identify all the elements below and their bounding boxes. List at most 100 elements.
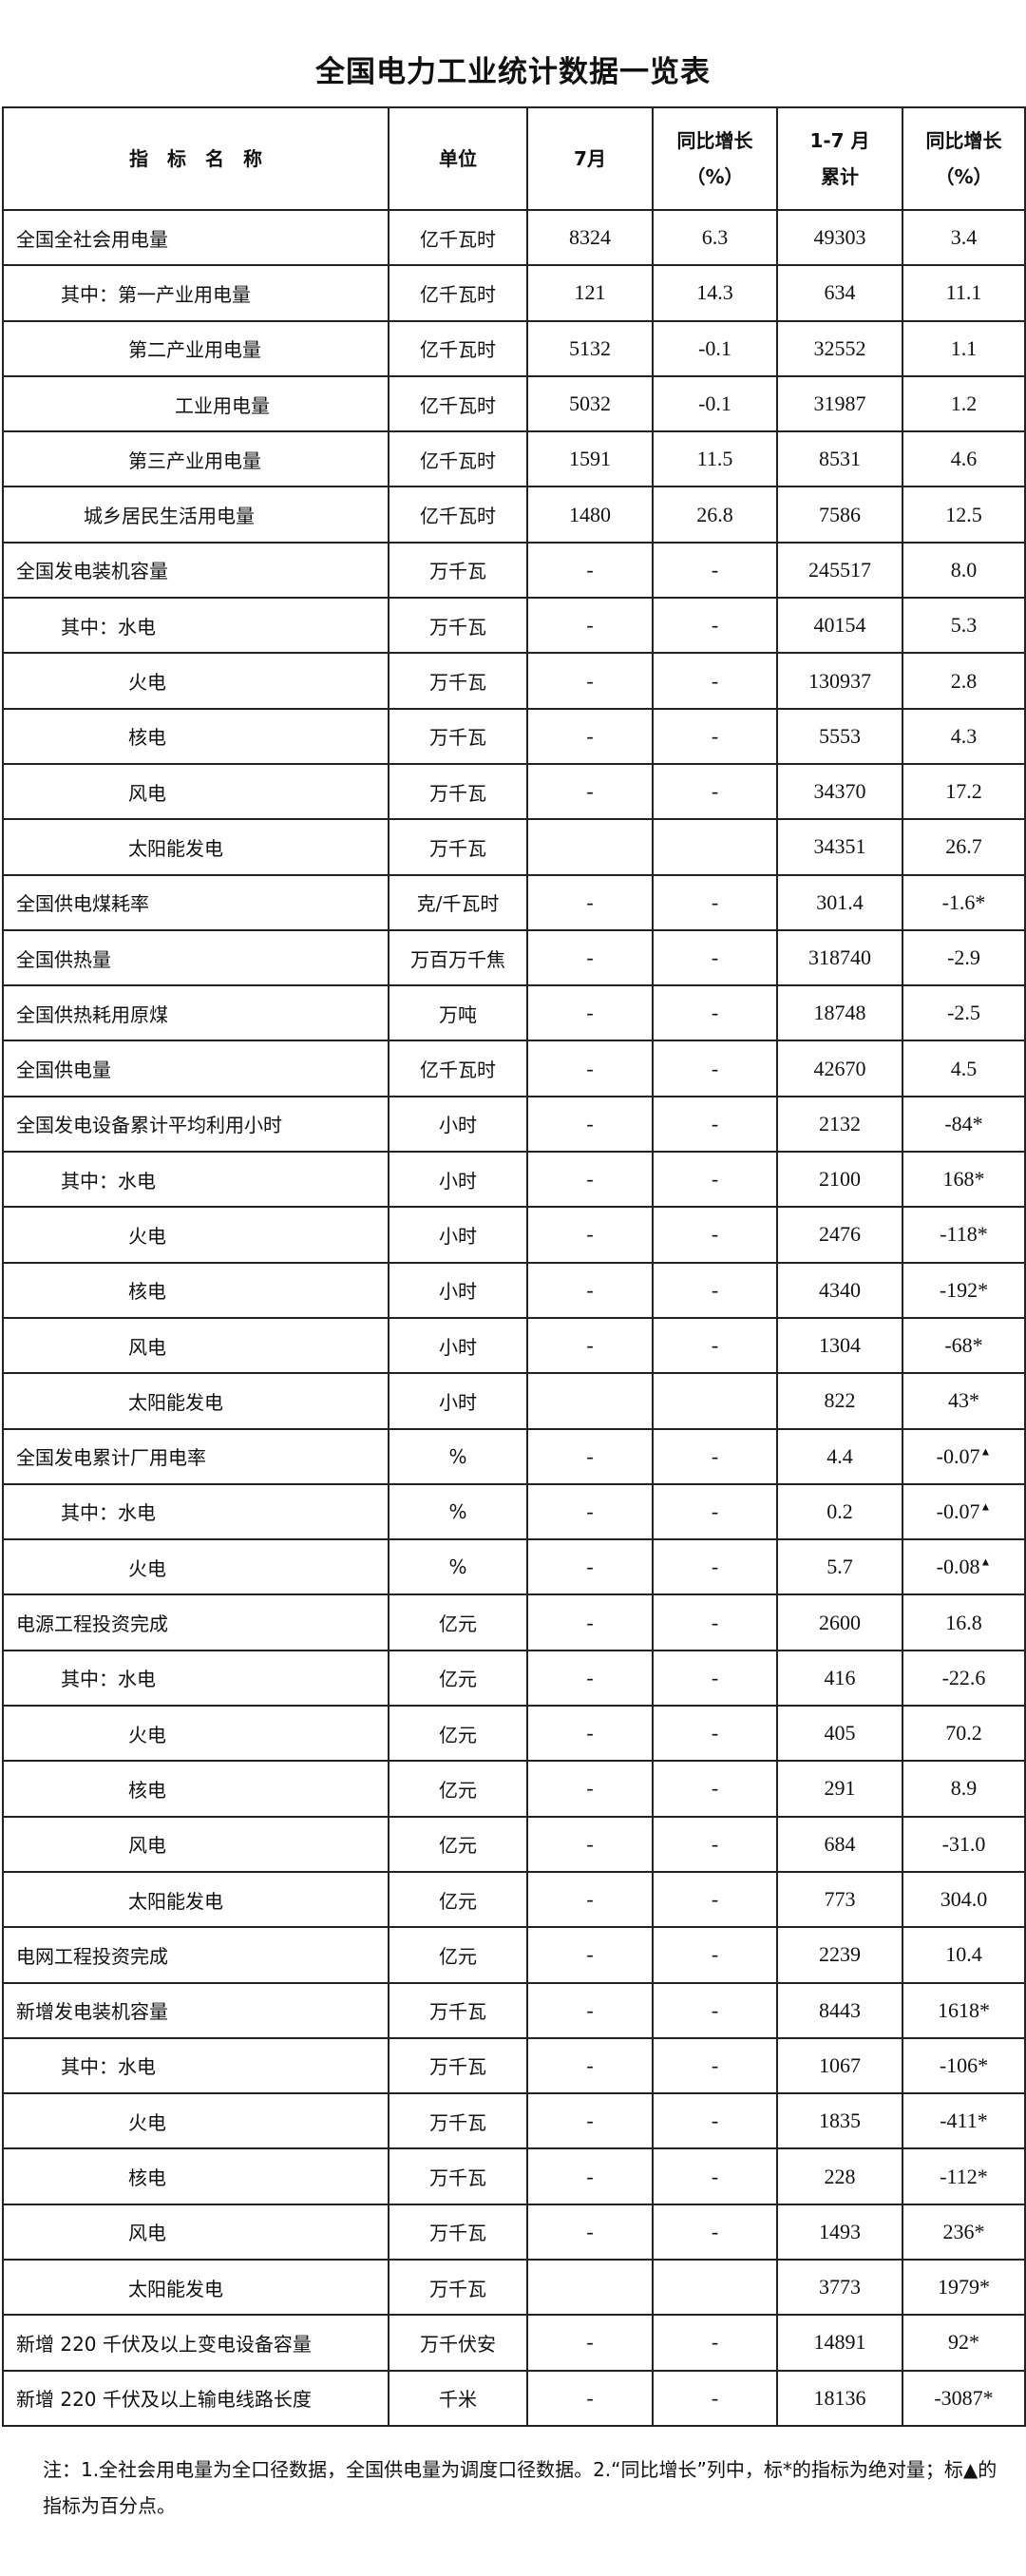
cell-cumulative-yoy: -2.5 <box>902 984 1026 1042</box>
cell-name: 其中：第一产业用电量 <box>2 264 390 322</box>
table-row: 城乡居民生活用电量 亿千瓦时 1480 26.8 7586 12.5 <box>2 486 1026 544</box>
cell-cumulative-yoy: 1.2 <box>902 374 1026 433</box>
table-row: 电网工程投资完成 亿元 - -2239 10.4 <box>2 1926 1026 1984</box>
cell-unit: 克/千瓦时 <box>388 873 528 931</box>
cell-unit: 亿元 <box>388 1870 528 1929</box>
cell-unit: % <box>388 1538 528 1596</box>
table-row: 全国供热量 万百万千焦 - -318740 -2.9 <box>2 928 1026 987</box>
cell-cumulative-yoy: 16.8 <box>902 1593 1026 1651</box>
table-row: 火电 万千瓦 - -1835 -411* <box>2 2092 1026 2150</box>
cell-unit: 万千瓦 <box>388 818 528 876</box>
cell-month-yoy: - <box>652 1040 778 1097</box>
cell-cumulative: 773 <box>776 1870 903 1929</box>
cell-month-yoy: - <box>652 1705 778 1763</box>
table-row: 核电 小时 - -4340 -192* <box>2 1261 1026 1319</box>
cell-month-yoy: - <box>652 2147 778 2205</box>
cell-name: 其中：水电 <box>2 1151 390 1209</box>
cell-cumulative: 8531 <box>776 430 903 488</box>
cell-cumulative-yoy: 1618* <box>902 1981 1026 2039</box>
cell-cumulative: 31987 <box>776 374 903 433</box>
table-row: 其中：水电% - -0.2 -0.07▲ <box>2 1482 1026 1541</box>
table-row: 全国全社会用电量 亿千瓦时 8324 6.3 49303 3.4 <box>2 208 1026 267</box>
cell-month: - <box>526 1593 654 1651</box>
cell-cumulative-yoy: 12.5 <box>902 486 1026 544</box>
cell-month: 1591 <box>526 430 654 488</box>
cell-cumulative: 42670 <box>776 1040 903 1097</box>
table-row: 其中：水电 万千瓦 - -40154 5.3 <box>2 597 1026 655</box>
cell-month: - <box>526 541 654 600</box>
cell-month-yoy: - <box>652 597 778 655</box>
table-header-row: 指 标 名 称 单位 7月 同比增长 （%） 1-7 月累计 同比增长 （%） <box>2 106 1026 211</box>
cell-cumulative: 34351 <box>776 818 903 876</box>
cell-month: - <box>526 928 654 987</box>
cell-month: - <box>526 1095 654 1154</box>
cell-month-yoy: 26.8 <box>652 486 778 544</box>
cell-month-yoy: - <box>652 1649 778 1708</box>
page-title: 全国电力工业统计数据一览表 <box>315 55 711 89</box>
cell-name: 太阳能发电 <box>2 1372 390 1430</box>
cell-cumulative: 5553 <box>776 707 903 765</box>
cell-unit: 亿千瓦时 <box>388 264 528 322</box>
cell-cumulative-yoy: -31.0 <box>902 1815 1026 1873</box>
cell-month: 121 <box>526 264 654 322</box>
header-name: 指 标 名 称 <box>2 106 390 211</box>
cell-name: 其中：水电 <box>2 1482 390 1541</box>
cell-month: - <box>526 2203 654 2261</box>
cell-name: 其中：水电 <box>2 597 390 655</box>
cell-name: 电源工程投资完成 <box>2 1593 390 1651</box>
cell-name: 第二产业用电量 <box>2 319 390 377</box>
cell-month-yoy: - <box>652 873 778 931</box>
cell-cumulative: 416 <box>776 1649 903 1708</box>
table-row: 全国发电装机容量 万千瓦 - -245517 8.0 <box>2 541 1026 600</box>
cell-month: - <box>526 2147 654 2205</box>
cell-unit: % <box>388 1482 528 1541</box>
cell-month: - <box>526 1261 654 1319</box>
cell-cumulative-yoy: -84* <box>902 1095 1026 1154</box>
cell-cumulative-yoy: 4.5 <box>902 1040 1026 1097</box>
cell-cumulative-yoy: 92* <box>902 2314 1026 2372</box>
cell-unit: 千米 <box>388 2369 528 2427</box>
table-row: 核电 万千瓦 - -5553 4.3 <box>2 707 1026 765</box>
cell-name: 全国供电量 <box>2 1040 390 1097</box>
cell-name: 全国发电设备累计平均利用小时 <box>2 1095 390 1154</box>
cell-cumulative-yoy: -68* <box>902 1316 1026 1375</box>
cell-month-yoy: - <box>652 2314 778 2372</box>
cell-cumulative: 822 <box>776 1372 903 1430</box>
cell-unit: 亿元 <box>388 1926 528 1984</box>
cell-name: 新增 220 千伏及以上输电线路长度 <box>2 2369 390 2427</box>
cell-name: 太阳能发电 <box>2 1870 390 1929</box>
table-row: 全国供热耗用原煤 万吨 - -18748 -2.5 <box>2 984 1026 1042</box>
cell-month: - <box>526 762 654 821</box>
cell-cumulative: 228 <box>776 2147 903 2205</box>
cell-cumulative: 684 <box>776 1815 903 1873</box>
cell-name: 城乡居民生活用电量 <box>2 486 390 544</box>
cell-unit: 亿元 <box>388 1705 528 1763</box>
cell-cumulative-yoy: 4.3 <box>902 707 1026 765</box>
cell-month-yoy: - <box>652 984 778 1042</box>
header-cumulative: 1-7 月累计 <box>776 106 903 211</box>
cell-cumulative-yoy: -0.07▲ <box>902 1427 1026 1485</box>
cell-name: 全国发电装机容量 <box>2 541 390 600</box>
cell-cumulative-yoy: 304.0 <box>902 1870 1026 1929</box>
cell-name: 其中：水电 <box>2 1649 390 1708</box>
cell-name: 火电 <box>2 652 390 710</box>
cell-name: 其中：水电 <box>2 2036 390 2095</box>
cell-month: - <box>526 1760 654 1818</box>
cell-cumulative: 318740 <box>776 928 903 987</box>
cell-cumulative-yoy: -106* <box>902 2036 1026 2095</box>
table-row: 核电 万千瓦 - -228 -112* <box>2 2147 1026 2205</box>
cell-unit: 万千伏安 <box>388 2314 528 2372</box>
cell-cumulative-yoy: 2.8 <box>902 652 1026 710</box>
cell-unit: 万千瓦 <box>388 2258 528 2317</box>
cell-month-yoy: -0.1 <box>652 374 778 433</box>
cell-month <box>526 1372 654 1430</box>
percentage-point-mark: ▲ <box>979 1499 992 1514</box>
cell-unit: 小时 <box>388 1095 528 1154</box>
table-row: 火电 万千瓦 - -130937 2.8 <box>2 652 1026 710</box>
cell-cumulative: 4.4 <box>776 1427 903 1485</box>
cell-unit: 亿千瓦时 <box>388 208 528 267</box>
cell-month: - <box>526 1649 654 1708</box>
cell-month: - <box>526 1482 654 1541</box>
cell-month: - <box>526 1206 654 1264</box>
cell-month: - <box>526 1981 654 2039</box>
